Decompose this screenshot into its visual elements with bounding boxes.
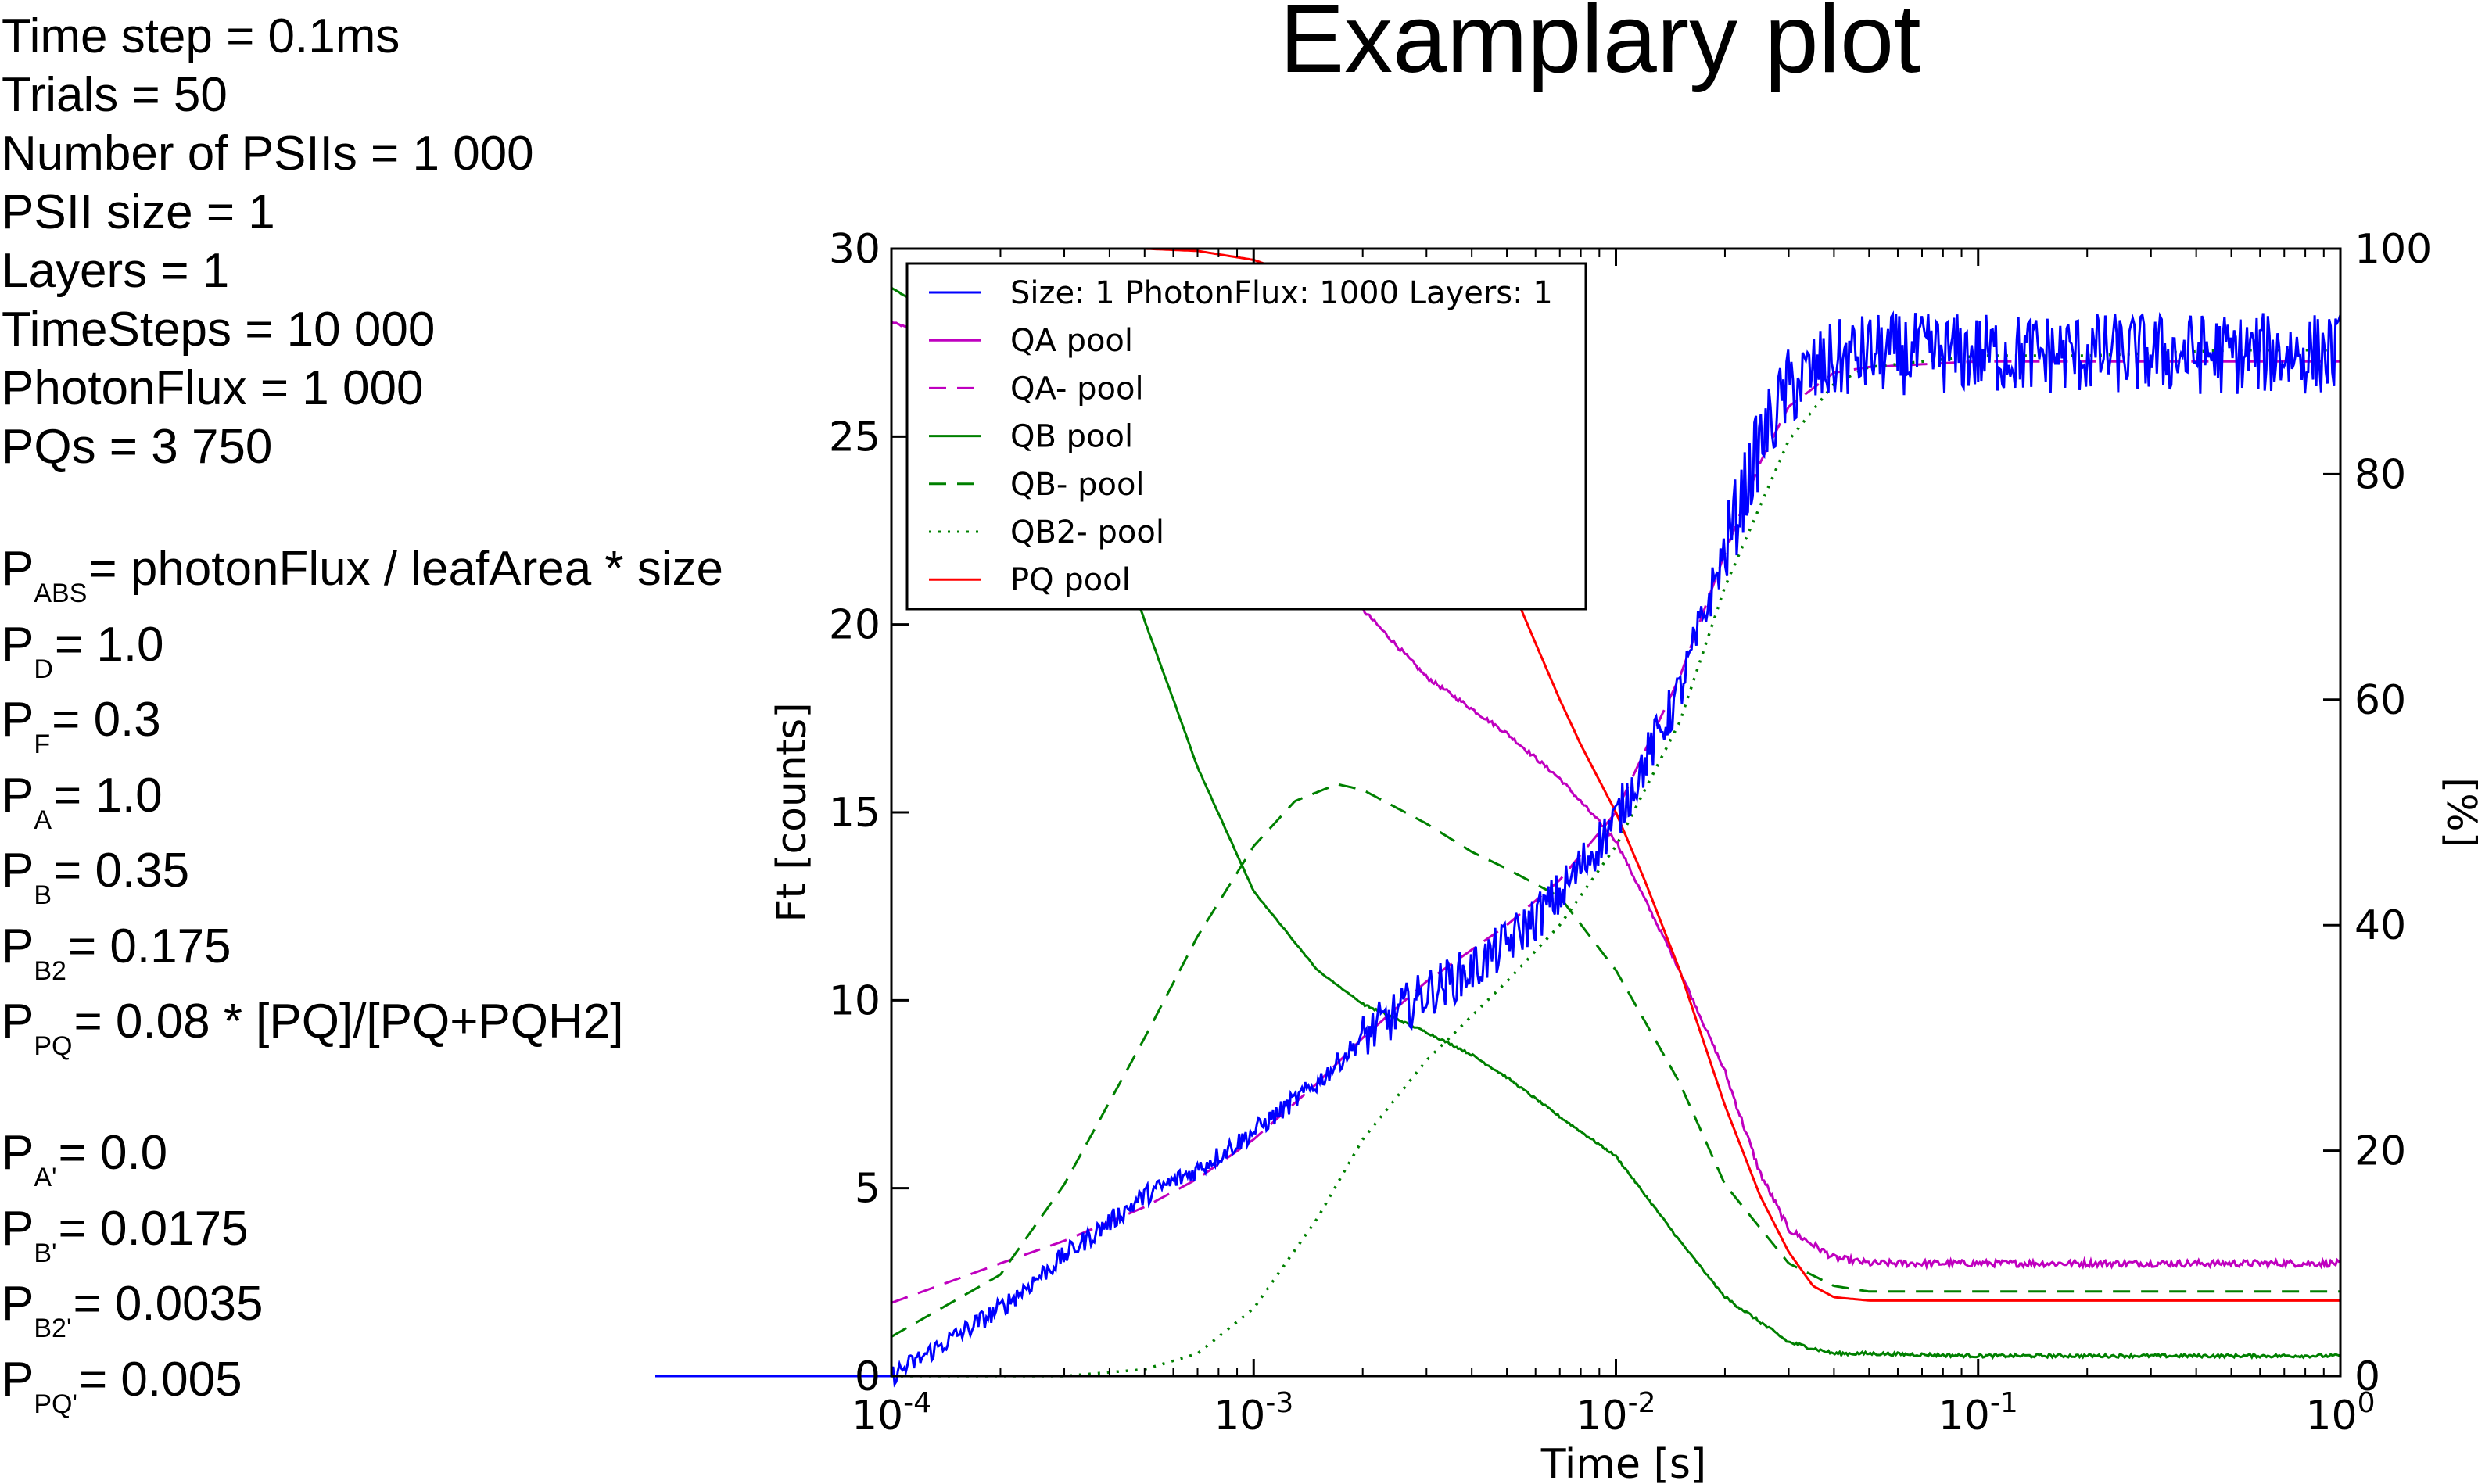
probability-subscript: F — [34, 729, 51, 759]
y2-tick-label: 100 — [2354, 226, 2432, 273]
y2-tick-label: 80 — [2354, 451, 2406, 498]
y2-tick-label: 60 — [2354, 677, 2406, 724]
param-line: Time step = 0.1ms — [2, 9, 400, 63]
parameter-panel: Time step = 0.1ms Trials = 50 Number of PS… — [0, 0, 829, 1484]
probability-line: PA= 1.0 — [2, 768, 163, 833]
y-tick-label: 10 — [829, 977, 880, 1024]
probability-expression: = 1.0 — [54, 617, 164, 672]
y-tick-label: 5 — [855, 1166, 880, 1213]
probability-expression: = 0.08 * [PQ]/[PQ+PQH2] — [74, 995, 624, 1048]
probability-symbol: P — [2, 1126, 34, 1180]
legend-label: QA- pool — [1010, 371, 1144, 407]
param-line: Number of PSIIs = 1 000 — [2, 127, 534, 181]
probability-expression: = 0.0175 — [58, 1201, 249, 1256]
y-axis-label: Ft [counts] — [769, 702, 816, 922]
y-tick-label: 15 — [829, 790, 880, 837]
y-tick-label: 30 — [829, 226, 880, 273]
x-tick-label: 10-3 — [1214, 1387, 1293, 1439]
probability-line: PB'= 0.0175 — [2, 1201, 249, 1267]
param-line: PQs = 3 750 — [2, 420, 273, 474]
legend-label: QA pool — [1010, 323, 1133, 359]
chart-title: Examplary plot — [1279, 0, 1920, 93]
probability-subscript: B2 — [34, 955, 66, 986]
probability-symbol: P — [2, 1277, 34, 1331]
probability-subscript: A' — [34, 1163, 57, 1192]
probability-line: PB= 0.35 — [2, 844, 190, 909]
legend-label: PQ pool — [1010, 562, 1131, 598]
probability-line: PD= 1.0 — [2, 617, 164, 683]
y2-tick-label: 20 — [2354, 1128, 2406, 1175]
probability-expression: = 0.35 — [53, 844, 190, 898]
probability-symbol: P — [2, 693, 34, 747]
x-tick-label: 10-4 — [852, 1387, 931, 1439]
probability-symbol: P — [2, 995, 34, 1048]
probability-expression: = 0.005 — [78, 1352, 242, 1407]
legend-label: QB- pool — [1010, 467, 1145, 503]
probability-line: PPQ= 0.08 * [PQ]/[PQ+PQH2] — [2, 995, 624, 1060]
probability-expression: = 0.175 — [67, 919, 231, 973]
probability-subscript: A — [34, 805, 52, 835]
legend-box — [905, 262, 1587, 611]
probability-line: PPQ'= 0.005 — [2, 1352, 242, 1418]
probability-line: PB2'= 0.0035 — [2, 1277, 264, 1342]
y2-axis-label: [%] — [2437, 777, 2478, 848]
probability-subscript: ABS — [34, 579, 88, 608]
param-line: Trials = 50 — [2, 68, 228, 122]
legend-label: QB2- pool — [1010, 514, 1164, 550]
legend-label: QB pool — [1010, 419, 1133, 455]
x-tick-label: 100 — [2305, 1387, 2375, 1439]
probability-line: PABS= photonFlux / leafArea * size — [2, 542, 724, 608]
x-axis-label: Time [s] — [1540, 1441, 1706, 1484]
probability-expression: = 0.0 — [58, 1126, 168, 1180]
probability-symbol: P — [2, 844, 34, 898]
probability-symbol: P — [2, 768, 34, 823]
probability-subscript: B2' — [34, 1314, 72, 1343]
param-line: Layers = 1 — [2, 244, 230, 298]
y2-tick-label: 40 — [2354, 902, 2406, 949]
probability-line: PF= 0.3 — [2, 693, 161, 758]
param-line: PSII size = 1 — [2, 185, 275, 239]
probability-symbol: P — [2, 919, 34, 973]
probability-subscript: D — [34, 654, 53, 684]
param-line: PhotonFlux = 1 000 — [2, 361, 424, 415]
series-line — [891, 310, 2342, 1388]
probability-expression: = 0.3 — [52, 693, 161, 747]
probability-subscript: PQ' — [34, 1389, 77, 1419]
probability-symbol: P — [2, 542, 34, 596]
legend-label: Size: 1 PhotonFlux: 1000 Layers: 1 — [1010, 275, 1553, 311]
probability-line: PA'= 0.0 — [2, 1126, 168, 1192]
probability-line: PB2= 0.175 — [2, 922, 231, 984]
x-tick-label: 10-1 — [1938, 1387, 2018, 1439]
y2-tick-label: 0 — [2354, 1353, 2380, 1400]
probability-expression: = 0.0035 — [73, 1277, 264, 1331]
legend: Size: 1 PhotonFlux: 1000 Layers: 1 QA poo… — [905, 262, 1587, 611]
x-tick-label: 10-2 — [1576, 1387, 1655, 1439]
y-tick-label: 0 — [855, 1353, 880, 1400]
probability-symbol: P — [2, 617, 34, 672]
probability-expression: = 1.0 — [53, 768, 163, 823]
probability-symbol: P — [2, 1352, 34, 1407]
probability-subscript: PQ — [34, 1031, 73, 1061]
y-tick-label: 20 — [829, 602, 880, 649]
probability-expression: = photonFlux / leafArea * size — [88, 542, 724, 596]
y-tick-label: 25 — [829, 414, 880, 461]
probability-subscript: B — [34, 880, 52, 910]
probability-symbol: P — [2, 1201, 34, 1256]
series-line — [891, 783, 2340, 1338]
probability-subscript: B' — [34, 1238, 57, 1268]
param-line: TimeSteps = 10 000 — [2, 303, 436, 357]
